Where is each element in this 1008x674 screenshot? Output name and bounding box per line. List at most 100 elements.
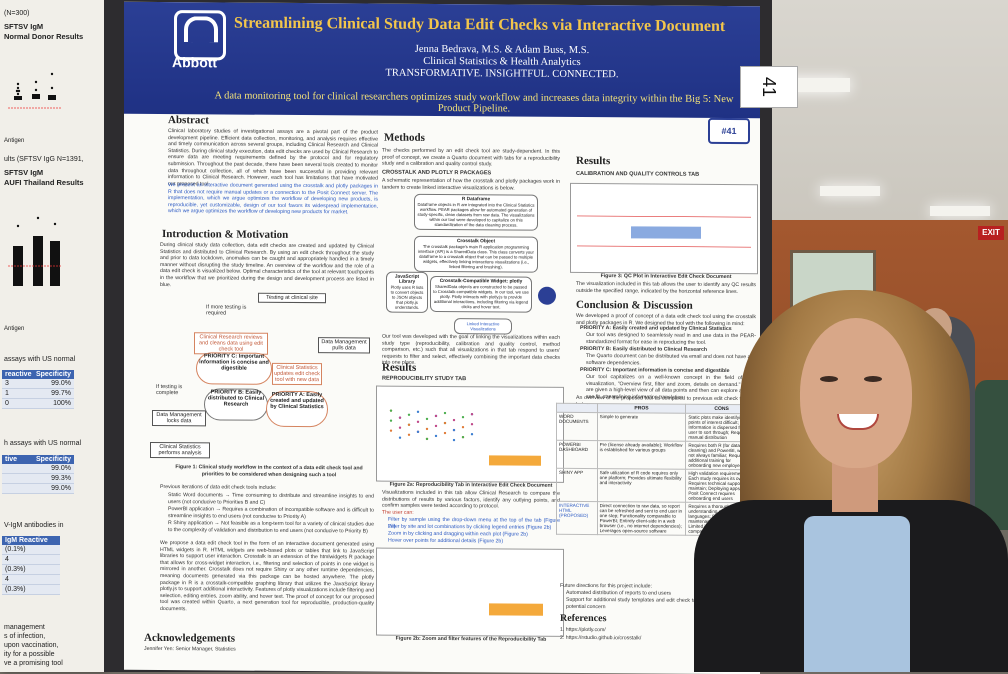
abstract-heading: Abstract: [168, 114, 209, 127]
main-poster: Abbott Streamlining Clinical Study Data …: [124, 1, 760, 674]
td: Direct connection to raw data, so report…: [597, 501, 686, 536]
intro-text: During clinical study data collection, d…: [160, 242, 374, 288]
lp-table: tive Specificity 99.0% 99.3% 99.0%: [2, 455, 74, 494]
ct-js-box: JavaScript Library Plotly uses R lists t…: [386, 271, 428, 313]
fig2a-caption: Figure 2a: Reproducibility Tab in Intera…: [389, 481, 553, 489]
scatter-point: [443, 421, 447, 425]
td: SHINY APP: [556, 468, 598, 502]
td: 99.0%: [51, 465, 71, 472]
ack-text: Jennifer Yen: Senior Manager, Statistics: [144, 645, 236, 653]
prev-heading: Previous iterations of data edit check t…: [160, 484, 277, 491]
repro-chart-2b: [376, 547, 564, 637]
prev-item-2: PowerBI application → Requires a combina…: [168, 506, 374, 520]
td: 4: [5, 576, 9, 583]
td: 4: [5, 556, 9, 563]
lp-text: ults (SFTSV IgG N=1391,: [4, 156, 84, 163]
th: IgM Reactive: [5, 537, 48, 544]
lp-text: Normal Donor Results: [4, 32, 84, 41]
td: INTERACTIVE HTML (PROPOSED): [556, 501, 598, 535]
th: reactive: [5, 371, 32, 378]
repro-plot-svg: [389, 409, 541, 466]
scatter-point: [470, 423, 474, 426]
wf-if-complete: If testing is complete: [156, 384, 183, 397]
logo-text: Abbott: [172, 54, 218, 71]
fig1-caption: Figure 1: Clinical study workflow in the…: [175, 464, 363, 478]
fig2b-caption: Figure 2b: Zoom and filter features of t…: [395, 635, 547, 643]
ct-desc: The crosstalk package's main R applicati…: [418, 243, 534, 270]
bystander: [975, 380, 1008, 530]
blue-top: [804, 516, 910, 672]
table-row: SHINY APP Safe utilization of R code requ…: [556, 468, 758, 503]
crosstalk-logo-icon: [538, 286, 556, 305]
scatter-point: [398, 426, 402, 429]
poster-header: Abbott Streamlining Clinical Study Data …: [124, 1, 760, 119]
lp-text: management: [4, 624, 45, 631]
ct-desc: Plotly uses R lists to convert objects t…: [390, 284, 424, 310]
concl-b-desc: The Quarto document can be distributed v…: [586, 353, 756, 366]
scatter-point: [407, 413, 411, 416]
poster-number-card: 41: [740, 66, 798, 108]
scatter-point: [452, 438, 456, 442]
th: [556, 403, 598, 413]
ceiling-light: [930, 206, 990, 216]
ref-line: [577, 215, 751, 218]
motto: TRANSFORMATIVE. INSIGHTFUL. CONNECTED.: [385, 67, 619, 81]
ceiling-light: [820, 186, 880, 196]
td: 99.0%: [51, 380, 71, 387]
scatter-point: [398, 436, 402, 439]
repro-chart-2a: [376, 385, 564, 483]
th: Specificity: [35, 456, 71, 463]
propose-text: We propose a data edit check tool in the…: [160, 540, 374, 613]
face: [800, 318, 912, 468]
wf-cs-analysis: Clinical Statistics performs analysis: [150, 441, 210, 459]
scatter-point: [443, 411, 447, 415]
wf-review: Clinical Research reviews and cleans dat…: [194, 332, 268, 355]
td: 0: [5, 400, 9, 407]
lp-text: (N=300): [4, 10, 30, 17]
user-can-4: Hover over points for additional details…: [388, 537, 504, 545]
lp-axis: Antigen: [4, 138, 25, 144]
td: 99.0%: [51, 485, 71, 492]
dot-plot: [8, 72, 62, 109]
th: Specificity: [35, 371, 71, 378]
scatter-point: [425, 417, 429, 421]
table-row: POWERBI DASHBOARD Pre (license already av…: [556, 440, 758, 470]
ct-desc: Dataframe objects in R are integrated in…: [417, 201, 535, 228]
lp-axis: Antigen: [4, 326, 25, 332]
lp-text: SFTSV IgM: [4, 22, 44, 31]
scatter-point: [470, 433, 474, 436]
poster-authors: Jenna Bedrava, M.S. & Adam Buss, M.S. Cl…: [352, 43, 652, 81]
dot-plot: [8, 216, 62, 286]
eye: [820, 376, 838, 382]
scatter-point: [452, 418, 456, 422]
td: WORD DOCUMENTS: [556, 412, 598, 441]
scatter-point: [425, 427, 429, 431]
ct-linked-box: Linked Interactive Visualizations: [454, 318, 512, 335]
scatter-point: [389, 429, 393, 432]
th: tive: [5, 456, 18, 463]
td: 99.7%: [51, 390, 71, 397]
scatter-point: [452, 428, 456, 432]
scatter-point: [416, 410, 420, 414]
abbott-logo-mark-icon: [184, 16, 218, 43]
scatter-point: [389, 419, 393, 422]
td: (0.1%): [5, 546, 26, 553]
eye: [864, 376, 882, 382]
prev-item-3: R Shiny application → Not feasible as a …: [168, 520, 374, 535]
scatter-point: [461, 415, 465, 419]
scatter-point: [398, 416, 402, 419]
lp-text: AUFI Thailand Results: [4, 178, 84, 187]
concl-a-desc: Our tool was designed to seamlessly read…: [586, 332, 756, 346]
td: (0.3%): [5, 566, 26, 573]
qc-points: [631, 226, 701, 239]
abstract-text: Clinical laboratory studies of investiga…: [168, 128, 378, 188]
td: Simple to generate: [597, 412, 686, 442]
td: Pre (license already available); Workflo…: [597, 440, 686, 470]
td: 1: [5, 390, 9, 397]
ref-line: [577, 245, 751, 248]
qc-chart: [570, 182, 758, 275]
results-heading: Results: [382, 361, 417, 374]
lp-text: s of infection,: [4, 633, 46, 640]
methods-text: The checks performed by an edit check to…: [382, 147, 560, 168]
calib-text: The visualization included in this tab a…: [576, 280, 756, 295]
